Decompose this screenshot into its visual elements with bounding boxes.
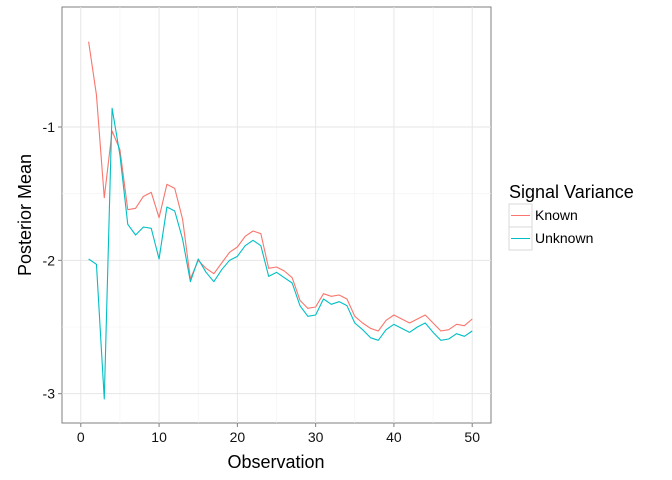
y-tick-label: -2	[43, 252, 56, 268]
grid	[62, 7, 491, 423]
x-tick-label: 20	[230, 429, 246, 445]
x-tick-label: 50	[464, 429, 480, 445]
x-tick-label: 30	[308, 429, 324, 445]
y-axis: -1 -2 -3	[43, 119, 62, 402]
legend-label-known: Known	[535, 207, 578, 223]
series-lines	[88, 41, 473, 400]
y-tick-label: -1	[43, 119, 56, 135]
x-axis-title: Observation	[227, 452, 324, 472]
legend: Signal Variance Known Unknown	[508, 182, 634, 251]
x-tick-label: 10	[151, 429, 167, 445]
legend-title: Signal Variance	[509, 182, 634, 202]
y-axis-title: Posterior Mean	[15, 154, 35, 276]
legend-label-unknown: Unknown	[535, 230, 593, 246]
x-tick-label: 40	[386, 429, 402, 445]
series-line-unknown	[88, 107, 473, 400]
y-tick-label: -3	[43, 386, 56, 402]
x-tick-label: 0	[77, 429, 85, 445]
series-line-known	[88, 41, 473, 332]
x-axis: 0 10 20 30 40 50	[77, 423, 480, 445]
